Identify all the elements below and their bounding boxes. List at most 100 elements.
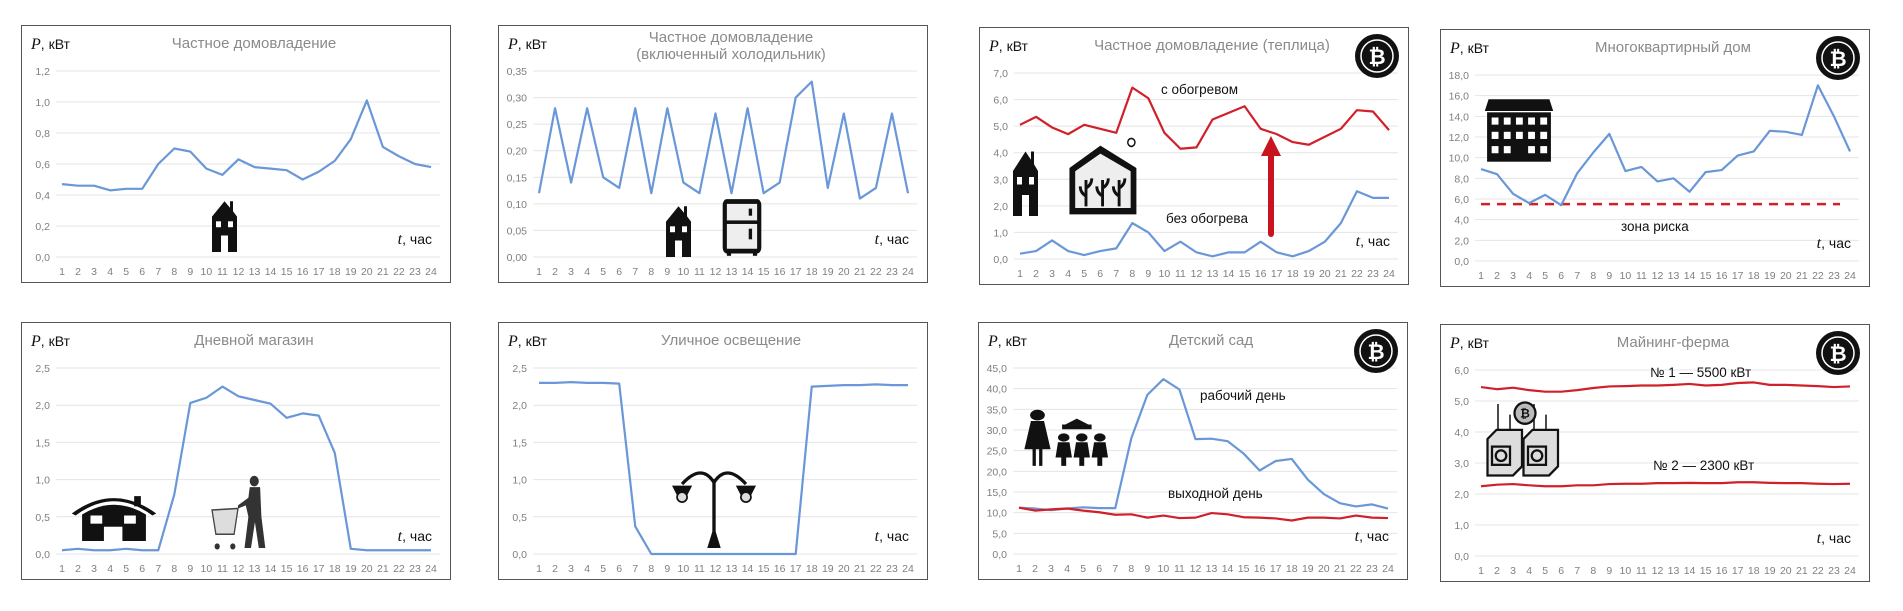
x-tick-label: 24 <box>1382 563 1394 575</box>
x-tick-label: 19 <box>822 266 834 278</box>
x-tick-label: 5 <box>1080 563 1086 575</box>
y-tick-label: 2,0 <box>1454 235 1469 247</box>
y-tick-label: 2,0 <box>512 400 527 412</box>
chart-title: Дневной магазин <box>194 332 313 349</box>
x-tick-label: 3 <box>1510 270 1516 282</box>
bitcoin-icon: ₿ <box>1355 34 1399 78</box>
x-tick-label: 7 <box>632 266 638 278</box>
y-tick-label: 0,0 <box>512 549 527 561</box>
x-tick-label: 6 <box>616 266 622 278</box>
x-tick-label: 5 <box>123 266 129 278</box>
x-tick-label: 18 <box>329 266 341 278</box>
chart-title: Уличное освещение <box>661 332 801 349</box>
x-tick-label: 8 <box>648 563 654 575</box>
x-tick-label: 21 <box>854 563 866 575</box>
x-tick-label: 4 <box>107 563 113 575</box>
series-line <box>537 80 910 200</box>
x-tick-label: 15 <box>1700 565 1712 577</box>
x-tick-label: 4 <box>584 563 590 575</box>
x-tick-label: 1 <box>59 563 65 575</box>
x-tick-label: 2 <box>75 563 81 575</box>
chart-svg: 0,00,20,40,60,81,01,21 2 3 4 5 6 7 8 9 10 11 12 13 14… <box>30 35 440 278</box>
y-tick-label: 1,0 <box>993 227 1008 239</box>
x-tick-label: 11 <box>1636 565 1647 577</box>
y-tick-label: 5,0 <box>992 528 1007 540</box>
x-tick-label: 16 <box>774 266 786 278</box>
y-tick-label: 5,0 <box>1454 396 1469 408</box>
x-tick-label: 13 <box>1206 563 1218 575</box>
series-annotation: № 1 — 5500 кВт <box>1650 365 1751 380</box>
chart-panel: 0,0 0,5 1,0 1,5 2,0 2,5 1 2 3 4 5 6 7 8 9 10 11 12 13 14 15 1… <box>21 322 451 580</box>
x-tick-label: 6 <box>139 266 145 278</box>
x-tick-label: 19 <box>1764 565 1776 577</box>
y-tick-label: 1,2 <box>35 66 50 78</box>
x-tick-label: 16 <box>1716 565 1728 577</box>
x-tick-label: 7 <box>1112 563 1118 575</box>
x-tick-label: 7 <box>155 266 161 278</box>
series-annotation: зона риска <box>1621 219 1689 234</box>
x-tick-label: 21 <box>1796 270 1808 282</box>
x-tick-label: 8 <box>171 563 177 575</box>
shop-house-icon <box>71 496 157 541</box>
x-axis-label: t, час <box>1817 530 1851 547</box>
x-tick-label: 14 <box>265 563 277 575</box>
y-tick-label: 2,5 <box>35 363 50 375</box>
x-tick-label: 18 <box>1286 563 1298 575</box>
x-tick-label: 14 <box>742 266 754 278</box>
y-tick-label: 1,0 <box>1454 520 1469 532</box>
y-axis-label: P, кВт <box>30 333 71 350</box>
x-tick-label: 2 <box>552 266 558 278</box>
x-tick-label: 20 <box>838 563 850 575</box>
x-tick-label: 5 <box>600 266 606 278</box>
x-tick-label: 24 <box>1383 268 1395 280</box>
x-tick-label: 13 <box>726 266 738 278</box>
x-tick-label: 19 <box>345 266 357 278</box>
x-tick-label: 15 <box>758 563 770 575</box>
y-tick-label: 2,0 <box>993 201 1008 213</box>
x-tick-label: 11 <box>694 266 705 278</box>
chart-svg: 0,01,02,03,04,05,06,01 2 3 4 5 6 7 8 9 10 11 12 13 14… <box>1449 331 1860 577</box>
x-tick-label: 3 <box>1510 565 1516 577</box>
x-axis-label: t, час <box>1355 528 1389 545</box>
kindergarten-family-icon <box>1024 409 1108 466</box>
x-tick-label: 12 <box>1652 270 1664 282</box>
x-tick-label: 9 <box>664 563 670 575</box>
y-tick-label: 0,6 <box>35 159 50 171</box>
x-tick-label: 20 <box>1318 563 1330 575</box>
y-tick-label: 4,0 <box>1454 215 1469 227</box>
y-tick-label: 6,0 <box>1454 365 1469 377</box>
x-tick-label: 3 <box>91 266 97 278</box>
chart-title: Детский сад <box>1169 332 1254 349</box>
x-tick-label: 8 <box>1128 563 1134 575</box>
x-tick-label: 12 <box>233 266 245 278</box>
x-tick-label: 14 <box>265 266 277 278</box>
x-tick-label: 17 <box>790 266 802 278</box>
y-tick-label: 0,10 <box>507 199 528 211</box>
x-tick-label: 17 <box>313 563 325 575</box>
svg-text:₿: ₿ <box>1829 47 1846 71</box>
x-tick-label: 23 <box>1828 270 1840 282</box>
x-tick-label: 5 <box>1542 565 1548 577</box>
x-tick-label: 18 <box>1748 565 1760 577</box>
x-tick-label: 11 <box>217 563 228 575</box>
series-line <box>1480 84 1852 207</box>
x-axis-label: t, час <box>875 528 909 545</box>
y-tick-label: 0,0 <box>1454 256 1469 268</box>
x-tick-label: 11 <box>694 563 705 575</box>
x-tick-label: 12 <box>1652 565 1664 577</box>
chart-svg: 0,02,04,06,08,010,012,014,016,018,01 2 3 4 5… <box>1449 36 1860 282</box>
x-tick-label: 13 <box>1668 270 1680 282</box>
x-tick-label: 17 <box>1732 565 1744 577</box>
x-tick-label: 9 <box>187 563 193 575</box>
x-tick-label: 4 <box>1526 270 1532 282</box>
x-tick-label: 21 <box>377 266 389 278</box>
x-axis-label: t, час <box>1817 235 1851 252</box>
x-tick-label: 9 <box>664 266 670 278</box>
x-tick-label: 16 <box>297 563 309 575</box>
x-tick-label: 10 <box>201 266 213 278</box>
x-tick-label: 1 <box>1478 270 1484 282</box>
greenhouse-icon <box>1069 137 1137 215</box>
x-tick-label: 1 <box>536 266 542 278</box>
y-tick-label: 1,0 <box>512 475 527 487</box>
x-tick-label: 21 <box>854 266 866 278</box>
